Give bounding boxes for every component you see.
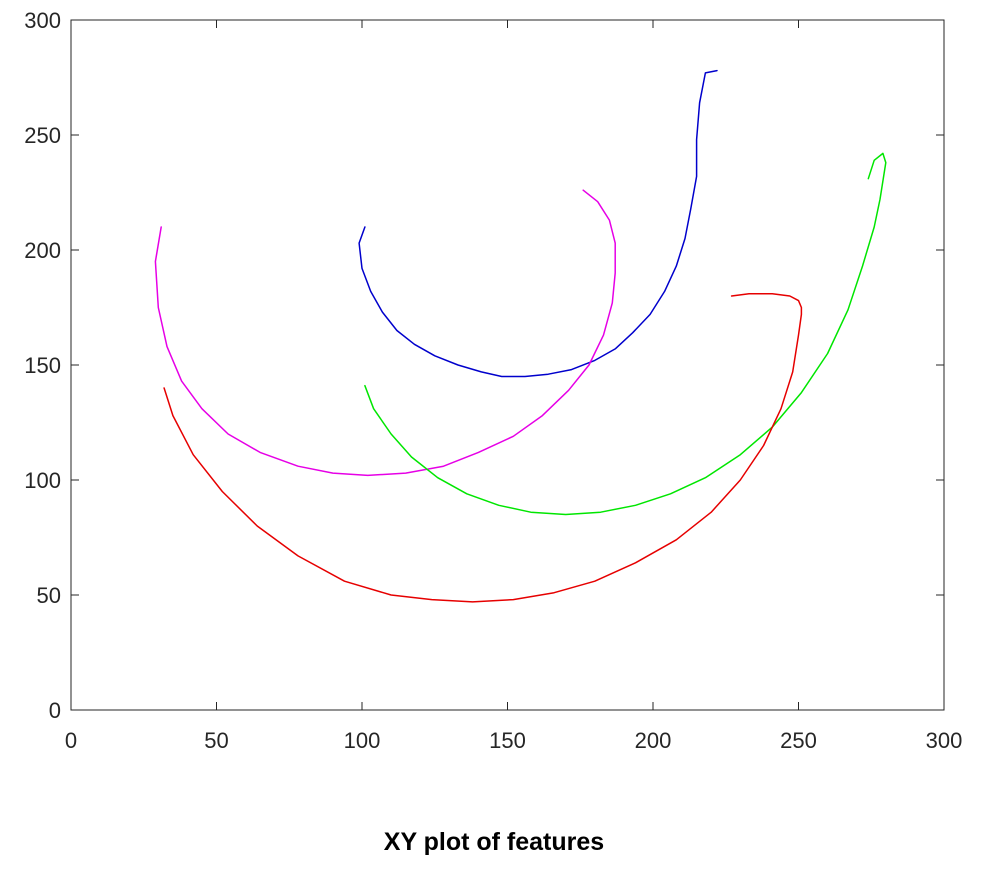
x-tick-label: 300 xyxy=(926,728,963,753)
x-tick-label: 150 xyxy=(489,728,526,753)
y-tick-label: 100 xyxy=(24,468,61,493)
x-tick-label: 100 xyxy=(344,728,381,753)
y-tick-label: 250 xyxy=(24,123,61,148)
series-line-2 xyxy=(154,189,616,477)
x-tick-label: 200 xyxy=(635,728,672,753)
y-tick-label: 0 xyxy=(49,698,61,723)
x-tick-label: 250 xyxy=(780,728,817,753)
x-tick-label: 50 xyxy=(204,728,228,753)
tick-marks xyxy=(70,19,945,711)
series-line-1 xyxy=(358,69,718,378)
y-tick-label: 50 xyxy=(37,583,61,608)
series-line-3 xyxy=(364,152,887,516)
tick-labels: 0 50 100 150 200 250 300 0 50 100 150 200 250 300 xyxy=(24,8,962,753)
y-tick-label: 200 xyxy=(24,238,61,263)
data-series xyxy=(154,69,887,603)
figure-caption: XY plot of features xyxy=(383,828,605,856)
plot-area xyxy=(70,19,945,711)
y-tick-label: 300 xyxy=(24,8,61,33)
x-tick-label: 0 xyxy=(65,728,77,753)
series-line-4 xyxy=(163,292,803,603)
xy-plot: 0 50 100 150 200 250 300 0 50 100 150 200 250 300 xyxy=(24,8,962,753)
y-tick-label: 150 xyxy=(24,353,61,378)
